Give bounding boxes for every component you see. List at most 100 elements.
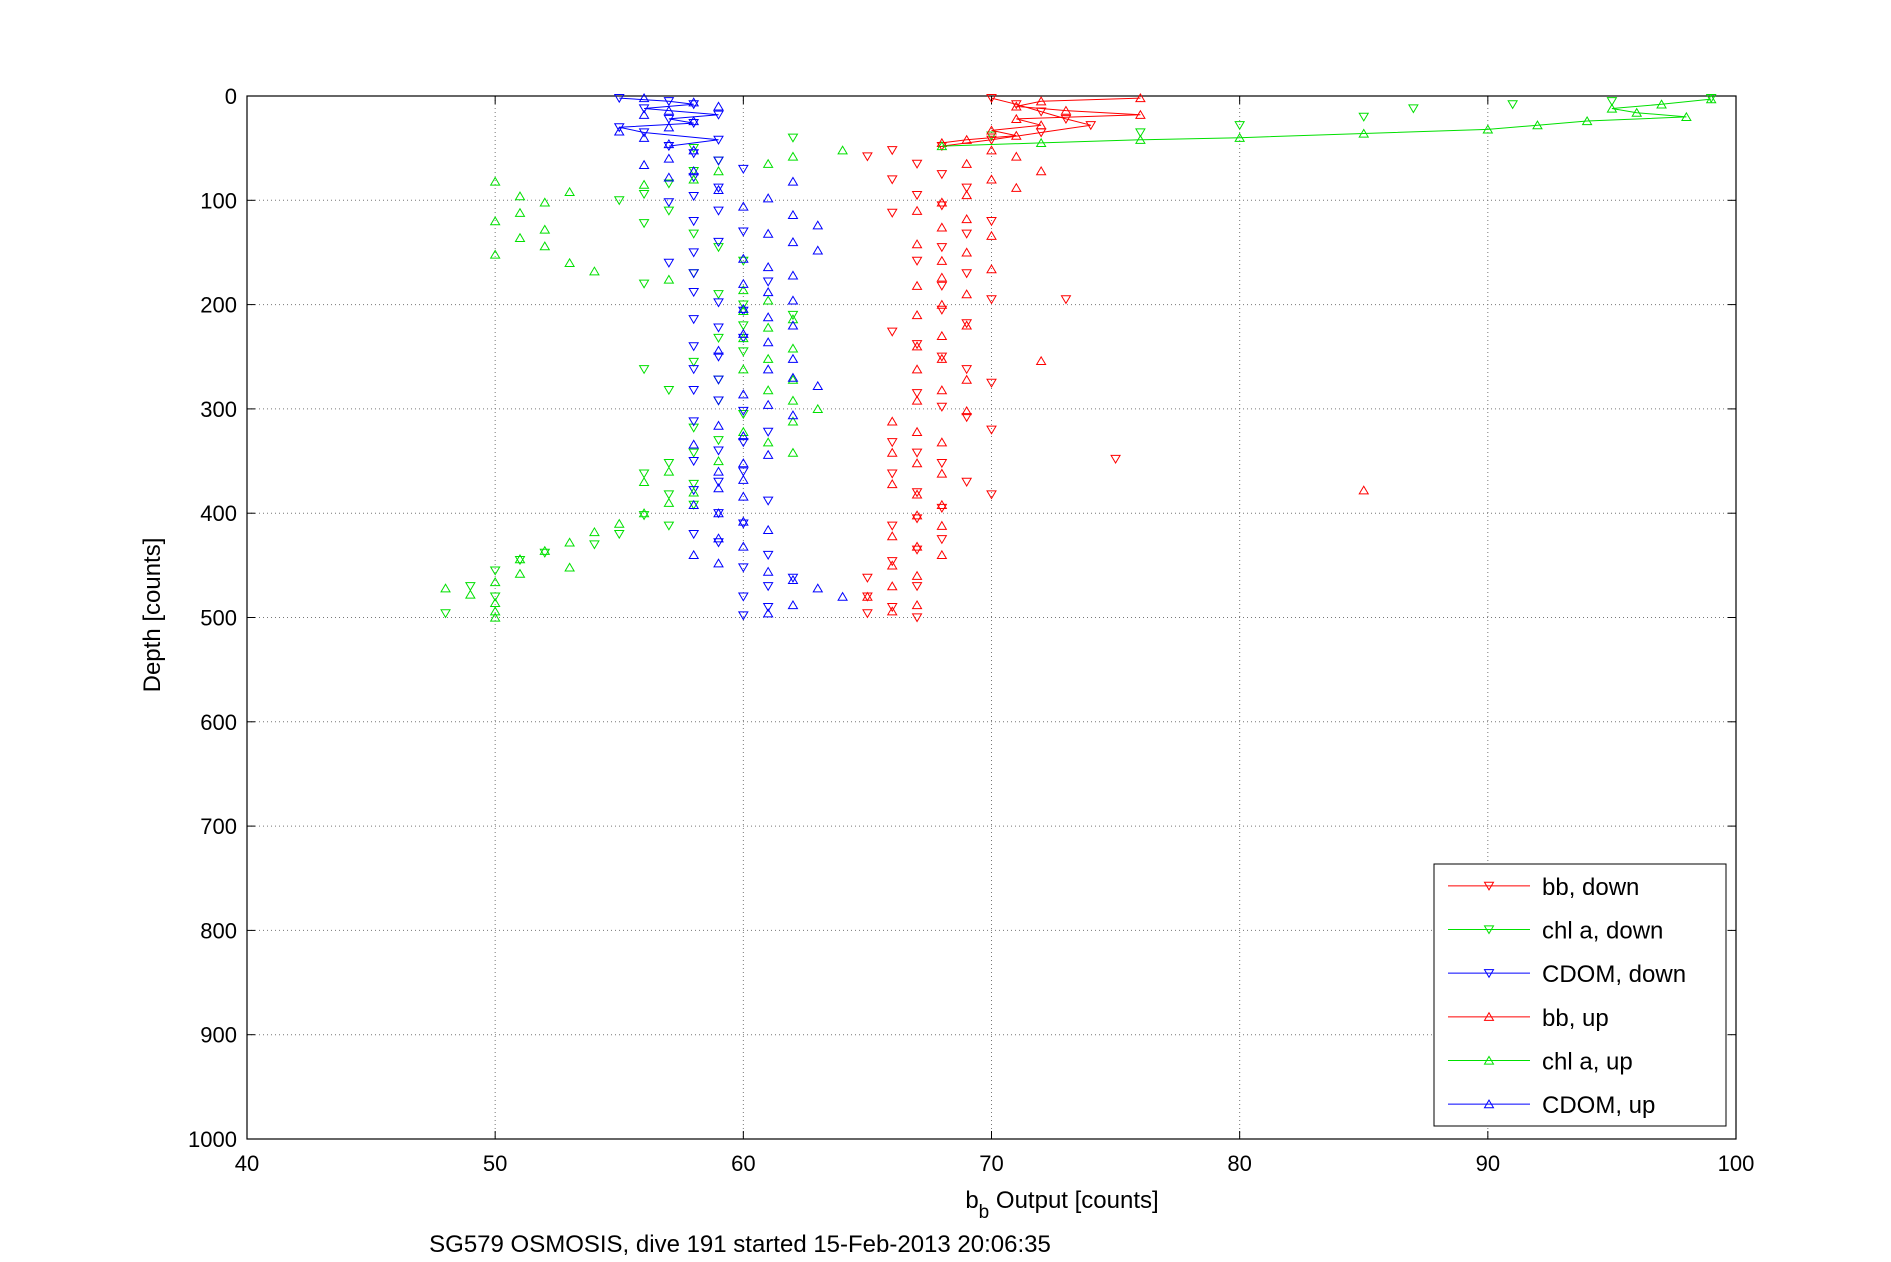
data-point (713, 323, 724, 333)
data-point (737, 164, 749, 175)
data-point (464, 582, 476, 592)
data-point (762, 158, 774, 168)
data-point (663, 459, 675, 469)
data-point (713, 237, 724, 248)
data-point (936, 437, 948, 447)
series-bb-up (862, 93, 1370, 616)
data-point (638, 104, 650, 114)
data-point (911, 389, 923, 399)
data-point (688, 217, 700, 227)
data-point (688, 315, 700, 325)
data-point (837, 591, 848, 601)
data-point (1035, 120, 1047, 130)
data-point (1606, 103, 1618, 113)
y-tick-label: 300 (200, 397, 237, 422)
data-point (911, 458, 923, 468)
data-point (1532, 120, 1543, 130)
data-point (936, 137, 948, 148)
data-point (688, 145, 700, 155)
data-point (737, 227, 749, 237)
data-point (1010, 113, 1022, 124)
data-point (713, 436, 724, 446)
data-point (688, 119, 700, 129)
data-point (663, 114, 675, 124)
data-point (862, 609, 873, 619)
data-point (713, 456, 724, 466)
data-point (638, 159, 650, 169)
data-point (713, 558, 724, 568)
data-point (489, 592, 501, 602)
y-tick-label: 200 (200, 293, 237, 318)
data-point (1035, 355, 1047, 366)
data-point (986, 230, 997, 240)
data-point (688, 365, 700, 375)
data-point (663, 179, 675, 189)
data-point (886, 560, 898, 570)
data-point (936, 170, 948, 180)
data-point (663, 490, 675, 500)
data-point (787, 395, 799, 405)
data-point (713, 396, 724, 406)
data-point (1110, 454, 1121, 465)
data-point (440, 609, 451, 619)
data-point (762, 566, 774, 576)
data-point (961, 247, 973, 257)
x-tick-label: 90 (1476, 1151, 1500, 1176)
data-point (737, 516, 749, 526)
data-point (936, 499, 948, 509)
data-point (787, 320, 799, 330)
data-point (713, 352, 724, 362)
data-point (911, 239, 923, 249)
data-point (1234, 132, 1246, 142)
series-cdom-down (613, 93, 799, 621)
data-point (514, 207, 526, 217)
data-point (986, 93, 997, 104)
y-tick-label: 900 (200, 1023, 237, 1048)
data-point (1234, 121, 1246, 131)
data-point (936, 385, 948, 395)
data-point (936, 535, 948, 545)
data-point (713, 477, 724, 487)
data-point (787, 176, 799, 186)
data-point (961, 134, 973, 144)
data-point (737, 201, 749, 211)
data-point (737, 328, 749, 338)
data-point (812, 403, 824, 413)
data-point (961, 158, 973, 168)
data-point (688, 100, 700, 110)
data-point (1135, 93, 1146, 103)
data-point (713, 466, 724, 476)
data-point (787, 133, 799, 143)
data-point (936, 330, 948, 340)
legend-swatch-marker (1483, 1099, 1495, 1109)
data-point (762, 602, 774, 613)
data-point (787, 374, 799, 384)
data-point (812, 220, 824, 230)
data-point (911, 510, 923, 520)
data-point (663, 198, 675, 208)
data-point (862, 573, 873, 583)
data-point (613, 518, 625, 528)
legend-entry: chl a, up (1542, 1049, 1633, 1076)
data-point (986, 145, 997, 155)
data-point (787, 310, 799, 321)
data-point (489, 612, 501, 622)
data-point (787, 236, 799, 247)
data-point (1010, 100, 1022, 110)
legend-swatch-marker (1483, 969, 1495, 979)
data-point (688, 174, 700, 184)
data-point (613, 126, 625, 136)
data-point (713, 206, 724, 216)
data-point (936, 305, 948, 315)
data-point (737, 406, 749, 417)
legend-swatch-marker (1483, 881, 1495, 891)
data-point (713, 156, 724, 166)
data-point (961, 477, 973, 487)
data-point (663, 141, 675, 152)
data-point (663, 105, 675, 115)
data-point (787, 416, 799, 426)
data-point (886, 602, 898, 613)
data-point (1135, 128, 1146, 138)
data-point (762, 550, 774, 560)
